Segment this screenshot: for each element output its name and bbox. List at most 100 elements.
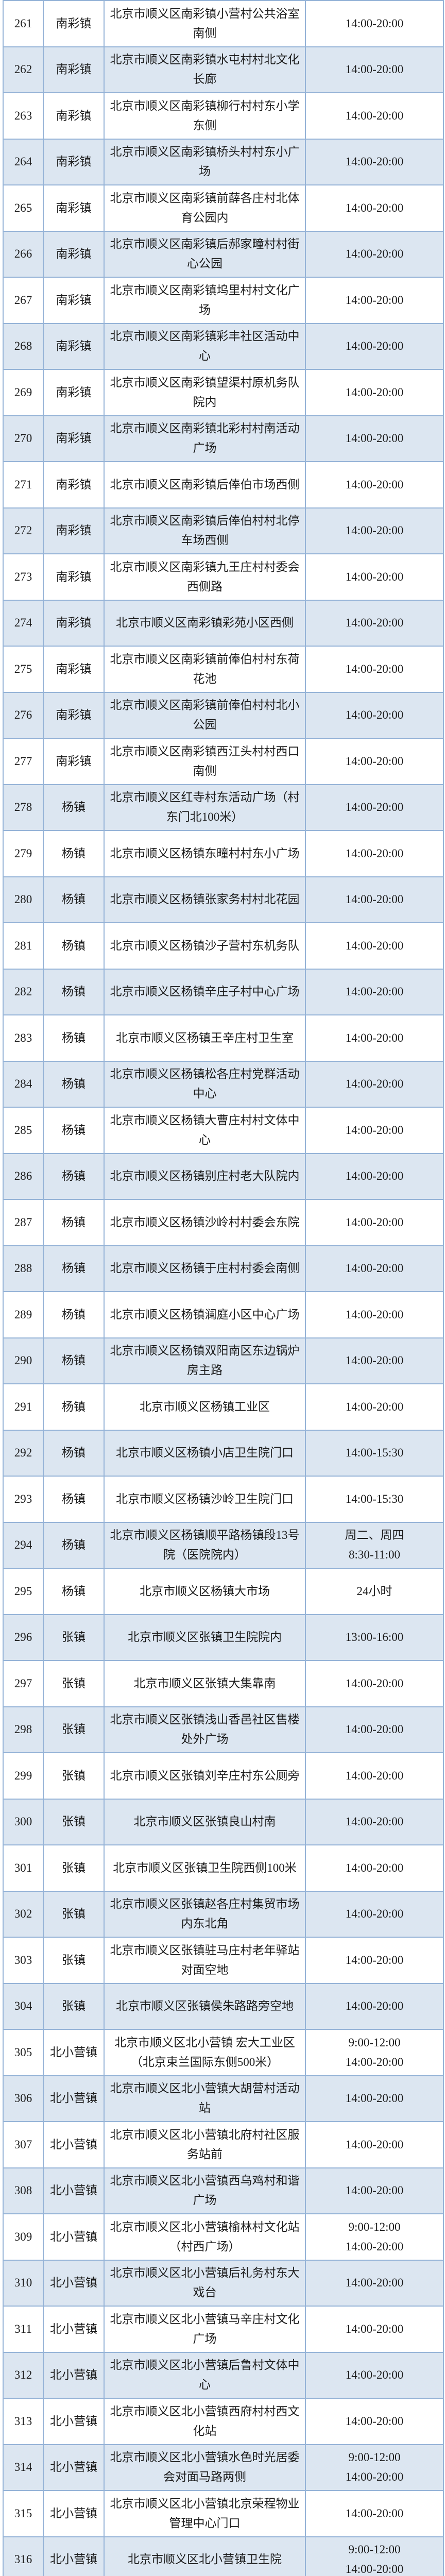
row-time: 13:00-16:00 — [305, 1614, 444, 1661]
row-time: 14:00-15:30 — [305, 1476, 444, 1523]
table-row: 313 北小营镇 北京市顺义区北小营镇西府村村西文化站 14:00-20:00 — [3, 2398, 444, 2445]
row-number: 271 — [3, 461, 44, 509]
row-number: 303 — [3, 1937, 44, 1984]
row-time: 14:00-20:00 — [305, 1706, 444, 1753]
row-township: 南彩镇 — [43, 92, 105, 140]
table-body: 261 南彩镇 北京市顺义区南彩镇小营村公共浴室南侧 14:00-20:00 2… — [3, 0, 444, 2576]
row-address: 北京市顺义区张镇赵各庄村集贸市场内东北角 — [104, 1890, 306, 1938]
table-row: 285 杨镇 北京市顺义区杨镇大曹庄村村文体中心 14:00-20:00 — [3, 1107, 444, 1154]
row-number: 315 — [3, 2490, 44, 2537]
row-time: 14:00-20:00 — [305, 46, 444, 93]
table-row: 298 张镇 北京市顺义区张镇浅山香邑社区售楼处外广场 14:00-20:00 — [3, 1706, 444, 1753]
row-number: 312 — [3, 2351, 44, 2399]
row-number: 273 — [3, 553, 44, 601]
row-address: 北京市顺义区张镇浅山香邑社区售楼处外广场 — [104, 1706, 306, 1753]
table-row: 270 南彩镇 北京市顺义区南彩镇北彩村村南活动广场 14:00-20:00 — [3, 415, 444, 462]
table-row: 315 北小营镇 北京市顺义区北小营镇北京荣程物业管理中心门口 14:00-20… — [3, 2490, 444, 2537]
row-number: 285 — [3, 1107, 44, 1154]
row-number: 302 — [3, 1890, 44, 1938]
row-township: 杨镇 — [43, 1568, 105, 1615]
row-township: 杨镇 — [43, 1245, 105, 1292]
row-number: 311 — [3, 2306, 44, 2353]
row-township: 北小营镇 — [43, 2121, 105, 2168]
row-number: 305 — [3, 2029, 44, 2076]
row-time: 14:00-20:00 — [305, 1383, 444, 1431]
row-number: 265 — [3, 184, 44, 232]
row-address: 北京市顺义区杨镇顺平路杨镇段13号院（医院院内） — [104, 1521, 306, 1569]
row-township: 北小营镇 — [43, 2351, 105, 2399]
testing-sites-table: 261 南彩镇 北京市顺义区南彩镇小营村公共浴室南侧 14:00-20:00 2… — [3, 0, 444, 2576]
row-address: 北京市顺义区北小营镇北府村社区服务站前 — [104, 2121, 306, 2168]
row-time: 14:00-20:00 — [305, 507, 444, 554]
row-address: 北京市顺义区南彩镇后郝家疃村村街心公园 — [104, 230, 306, 278]
row-number: 292 — [3, 1429, 44, 1477]
row-time: 14:00-20:00 — [305, 876, 444, 923]
row-address: 北京市顺义区北小营镇后礼务村东大戏台 — [104, 2259, 306, 2307]
row-number: 308 — [3, 2167, 44, 2214]
row-number: 309 — [3, 2213, 44, 2261]
row-address: 北京市顺义区南彩镇后俸伯市场西侧 — [104, 461, 306, 509]
row-time: 14:00-20:00 — [305, 968, 444, 1015]
table-row: 293 杨镇 北京市顺义区杨镇沙岭卫生院门口 14:00-15:30 — [3, 1476, 444, 1523]
row-time: 9:00-12:00 14:00-20:00 — [305, 2444, 444, 2491]
row-number: 266 — [3, 230, 44, 278]
row-address: 北京市顺义区杨镇沙子营村东机务队 — [104, 922, 306, 970]
row-township: 张镇 — [43, 1706, 105, 1753]
table-row: 283 杨镇 北京市顺义区杨镇王辛庄村卫生室 14:00-20:00 — [3, 1014, 444, 1062]
row-time: 14:00-20:00 — [305, 2306, 444, 2353]
row-time: 14:00-20:00 — [305, 2075, 444, 2122]
row-address: 北京市顺义区张镇卫生院院内 — [104, 1614, 306, 1661]
row-number: 270 — [3, 415, 44, 462]
row-time: 14:00-20:00 — [305, 323, 444, 370]
row-number: 306 — [3, 2075, 44, 2122]
row-time: 14:00-20:00 — [305, 461, 444, 509]
row-township: 北小营镇 — [43, 2167, 105, 2214]
row-township: 张镇 — [43, 1614, 105, 1661]
row-address: 北京市顺义区杨镇别庄村老大队院内 — [104, 1153, 306, 1200]
row-time: 14:00-20:00 — [305, 92, 444, 140]
row-number: 314 — [3, 2444, 44, 2491]
row-township: 杨镇 — [43, 1429, 105, 1477]
row-address: 北京市顺义区杨镇澜庭小区中心广场 — [104, 1291, 306, 1338]
table-row: 284 杨镇 北京市顺义区杨镇松各庄村党群活动中心 14:00-20:00 — [3, 1060, 444, 1108]
row-address: 北京市顺义区张镇大集靠南 — [104, 1660, 306, 1707]
row-township: 张镇 — [43, 1844, 105, 1892]
row-time: 14:00-20:00 — [305, 277, 444, 324]
row-address: 北京市顺义区杨镇松各庄村党群活动中心 — [104, 1060, 306, 1108]
row-township: 南彩镇 — [43, 553, 105, 601]
row-address: 北京市顺义区北小营镇卫生院 — [104, 2536, 306, 2576]
row-number: 283 — [3, 1014, 44, 1062]
table-row: 308 北小营镇 北京市顺义区北小营镇西乌鸡村和谐广场 14:00-20:00 — [3, 2167, 444, 2214]
row-township: 杨镇 — [43, 1153, 105, 1200]
row-address: 北京市顺义区北小营镇马辛庄村文化广场 — [104, 2306, 306, 2353]
table-row: 307 北小营镇 北京市顺义区北小营镇北府村社区服务站前 14:00-20:00 — [3, 2121, 444, 2168]
table-row: 277 南彩镇 北京市顺义区南彩镇西江头村村西口南侧 14:00-20:00 — [3, 738, 444, 785]
table-row: 279 杨镇 北京市顺义区杨镇东疃村村东小广场 14:00-20:00 — [3, 830, 444, 877]
table-row: 276 南彩镇 北京市顺义区南彩镇前俸伯村村北小公园 14:00-20:00 — [3, 691, 444, 739]
row-number: 277 — [3, 738, 44, 785]
row-address: 北京市顺义区张镇侯朱路路旁空地 — [104, 1982, 306, 2030]
row-time: 14:00-20:00 — [305, 922, 444, 970]
table-row: 304 张镇 北京市顺义区张镇侯朱路路旁空地 14:00-20:00 — [3, 1982, 444, 2030]
row-address: 北京市顺义区南彩镇望渠村原机务队院内 — [104, 369, 306, 416]
row-time: 14:00-20:00 — [305, 1199, 444, 1246]
table-row: 287 杨镇 北京市顺义区杨镇沙岭村村委会东院 14:00-20:00 — [3, 1199, 444, 1246]
row-township: 杨镇 — [43, 1060, 105, 1108]
row-township: 南彩镇 — [43, 323, 105, 370]
row-address: 北京市顺义区杨镇大曹庄村村文体中心 — [104, 1107, 306, 1154]
table-row: 264 南彩镇 北京市顺义区南彩镇桥头村村东小广场 14:00-20:00 — [3, 138, 444, 185]
row-township: 杨镇 — [43, 1521, 105, 1569]
row-address: 北京市顺义区南彩镇桥头村村东小广场 — [104, 138, 306, 185]
row-address: 北京市顺义区张镇卫生院西侧100米 — [104, 1844, 306, 1892]
row-time: 9:00-12:00 14:00-20:00 — [305, 2536, 444, 2576]
row-number: 307 — [3, 2121, 44, 2168]
row-time: 14:00-20:00 — [305, 1982, 444, 2030]
row-township: 南彩镇 — [43, 507, 105, 554]
row-number: 295 — [3, 1568, 44, 1615]
row-address: 北京市顺义区南彩镇柳行村村东小学东侧 — [104, 92, 306, 140]
row-township: 北小营镇 — [43, 2075, 105, 2122]
row-address: 北京市顺义区杨镇大市场 — [104, 1568, 306, 1615]
row-number: 269 — [3, 369, 44, 416]
row-number: 300 — [3, 1798, 44, 1845]
row-number: 281 — [3, 922, 44, 970]
